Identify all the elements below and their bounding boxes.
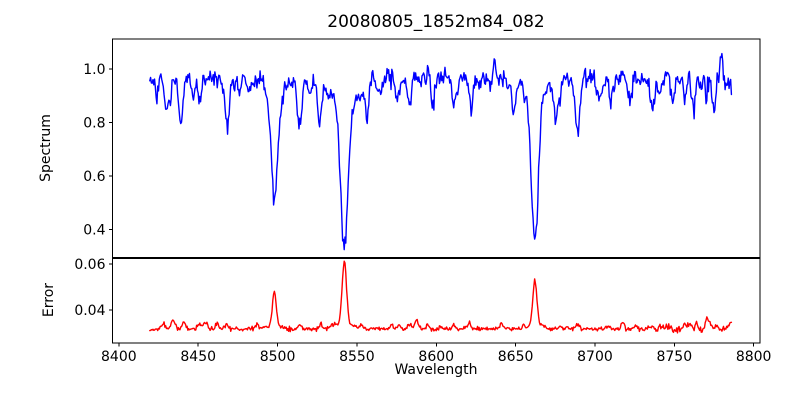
spectrum-line xyxy=(149,52,733,251)
y-axis-label-error: Error xyxy=(41,282,57,318)
x-tick-label: 8500 xyxy=(260,349,296,365)
x-tick-label: 8600 xyxy=(418,349,454,365)
x-tick-label: 8400 xyxy=(101,349,137,365)
y-tick-label: 0.06 xyxy=(74,257,105,273)
x-tick-label: 8550 xyxy=(339,349,375,365)
y-tick-label: 0.4 xyxy=(83,222,105,238)
x-tick-label: 8700 xyxy=(577,349,613,365)
x-axis-label: Wavelength xyxy=(394,362,478,378)
y-tick-label: 1.0 xyxy=(83,62,105,78)
x-tick-label: 8750 xyxy=(656,349,692,365)
y-tick-label: 0.6 xyxy=(83,169,105,185)
x-tick-label: 8450 xyxy=(180,349,216,365)
x-tick-label: 8650 xyxy=(498,349,534,365)
y-axis-label-spectrum: Spectrum xyxy=(38,114,54,182)
error-line xyxy=(149,260,733,334)
x-tick-label: 8800 xyxy=(736,349,772,365)
y-tick-label: 0.8 xyxy=(83,115,105,131)
y-tick-label: 0.04 xyxy=(74,303,105,319)
chart-title: 20080805_1852m84_082 xyxy=(327,12,545,32)
